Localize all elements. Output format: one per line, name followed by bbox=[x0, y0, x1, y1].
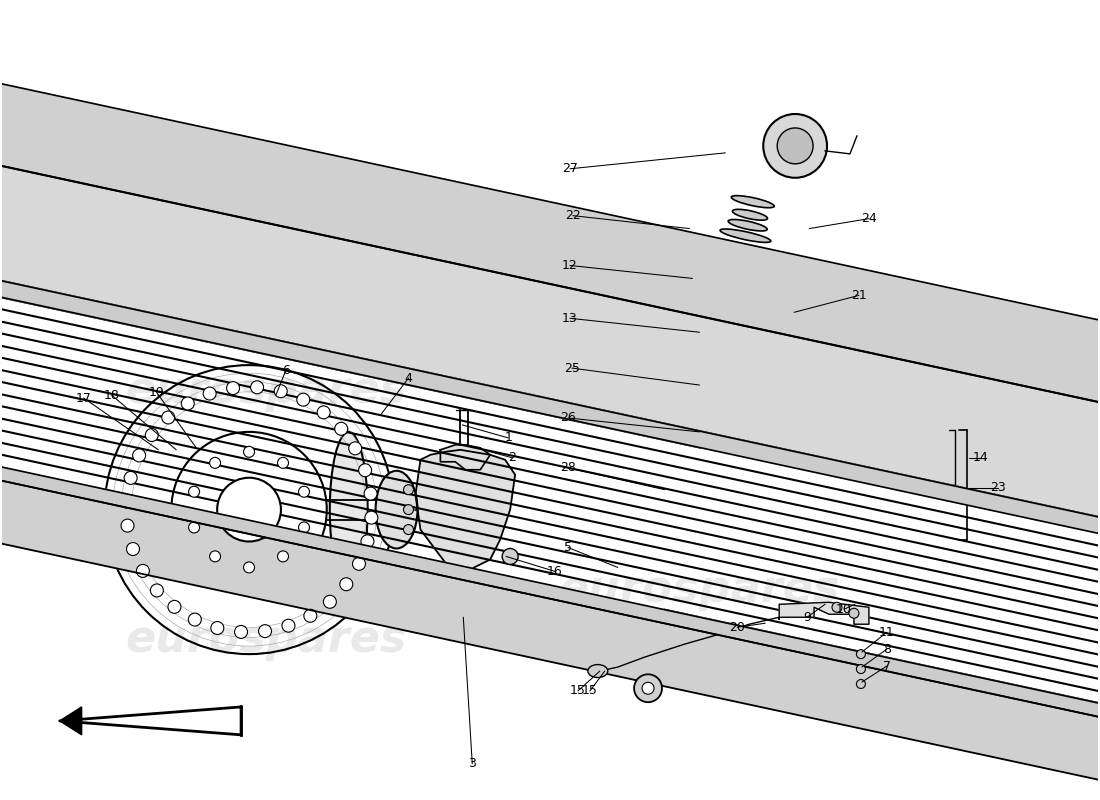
Circle shape bbox=[857, 665, 866, 674]
Circle shape bbox=[277, 551, 288, 562]
Ellipse shape bbox=[587, 665, 608, 678]
Text: 17: 17 bbox=[76, 391, 91, 405]
Circle shape bbox=[124, 471, 138, 484]
Circle shape bbox=[243, 562, 254, 573]
Circle shape bbox=[298, 486, 309, 498]
Ellipse shape bbox=[733, 210, 768, 220]
Text: 9: 9 bbox=[803, 610, 811, 624]
Circle shape bbox=[503, 549, 518, 565]
Circle shape bbox=[297, 394, 310, 406]
Circle shape bbox=[832, 602, 842, 612]
Text: 1: 1 bbox=[504, 431, 513, 444]
Circle shape bbox=[120, 495, 133, 508]
Circle shape bbox=[277, 458, 288, 468]
Text: 28: 28 bbox=[560, 462, 576, 474]
Circle shape bbox=[188, 522, 199, 533]
Text: 19: 19 bbox=[148, 386, 164, 398]
Text: eurospares: eurospares bbox=[125, 618, 407, 661]
Text: 11: 11 bbox=[879, 626, 894, 638]
Circle shape bbox=[121, 519, 134, 532]
Circle shape bbox=[168, 600, 180, 614]
Circle shape bbox=[274, 385, 287, 398]
Circle shape bbox=[188, 486, 199, 498]
Text: eurospares: eurospares bbox=[559, 568, 840, 611]
Circle shape bbox=[210, 551, 221, 562]
Circle shape bbox=[365, 511, 377, 524]
Circle shape bbox=[145, 429, 158, 442]
Text: 27: 27 bbox=[562, 162, 578, 175]
Circle shape bbox=[778, 128, 813, 164]
Circle shape bbox=[133, 449, 145, 462]
Circle shape bbox=[243, 446, 254, 458]
Text: 4: 4 bbox=[405, 371, 412, 385]
Circle shape bbox=[151, 584, 164, 597]
Circle shape bbox=[334, 422, 348, 435]
Text: 24: 24 bbox=[861, 212, 877, 225]
Circle shape bbox=[227, 382, 240, 394]
Circle shape bbox=[857, 650, 866, 658]
Text: 15: 15 bbox=[582, 685, 597, 698]
Ellipse shape bbox=[728, 219, 767, 231]
Circle shape bbox=[763, 114, 827, 178]
Circle shape bbox=[182, 397, 195, 410]
Text: 18: 18 bbox=[103, 389, 120, 402]
Circle shape bbox=[188, 613, 201, 626]
Circle shape bbox=[404, 505, 414, 514]
Circle shape bbox=[304, 610, 317, 622]
Text: 23: 23 bbox=[991, 481, 1006, 494]
Text: 12: 12 bbox=[562, 259, 578, 272]
Text: 26: 26 bbox=[560, 411, 575, 425]
Text: 5: 5 bbox=[564, 541, 572, 554]
Circle shape bbox=[211, 622, 223, 634]
Text: 16: 16 bbox=[547, 565, 563, 578]
Ellipse shape bbox=[375, 470, 418, 549]
Circle shape bbox=[404, 485, 414, 494]
Text: 13: 13 bbox=[562, 312, 578, 325]
Circle shape bbox=[162, 411, 175, 424]
Text: 3: 3 bbox=[469, 758, 476, 770]
Text: 7: 7 bbox=[883, 659, 891, 673]
Text: 6: 6 bbox=[282, 364, 290, 377]
Polygon shape bbox=[416, 450, 515, 570]
Ellipse shape bbox=[720, 229, 771, 242]
Circle shape bbox=[323, 595, 337, 608]
Ellipse shape bbox=[732, 196, 774, 208]
Circle shape bbox=[282, 619, 295, 632]
Circle shape bbox=[217, 478, 280, 542]
Text: eurospares: eurospares bbox=[125, 369, 407, 411]
Polygon shape bbox=[440, 445, 491, 470]
Circle shape bbox=[364, 487, 377, 500]
Polygon shape bbox=[779, 602, 869, 624]
Circle shape bbox=[126, 542, 140, 555]
Circle shape bbox=[634, 674, 662, 702]
Text: eurospares: eurospares bbox=[559, 369, 840, 411]
Text: 22: 22 bbox=[565, 209, 581, 222]
Circle shape bbox=[204, 387, 216, 400]
Circle shape bbox=[317, 406, 330, 419]
Circle shape bbox=[857, 679, 866, 689]
Text: 15: 15 bbox=[570, 685, 586, 698]
Circle shape bbox=[642, 682, 654, 694]
Text: 10: 10 bbox=[836, 602, 851, 616]
Circle shape bbox=[404, 525, 414, 534]
Circle shape bbox=[340, 578, 353, 590]
Circle shape bbox=[849, 608, 859, 618]
Polygon shape bbox=[59, 707, 81, 735]
Circle shape bbox=[234, 626, 248, 638]
Circle shape bbox=[210, 458, 221, 468]
Ellipse shape bbox=[330, 432, 367, 587]
Text: 2: 2 bbox=[508, 451, 516, 464]
Polygon shape bbox=[59, 707, 241, 735]
Circle shape bbox=[298, 522, 309, 533]
Text: 21: 21 bbox=[851, 289, 867, 302]
Circle shape bbox=[349, 442, 362, 455]
Circle shape bbox=[352, 558, 365, 570]
Text: 14: 14 bbox=[972, 451, 989, 464]
Text: 8: 8 bbox=[883, 642, 891, 656]
Circle shape bbox=[359, 464, 372, 477]
